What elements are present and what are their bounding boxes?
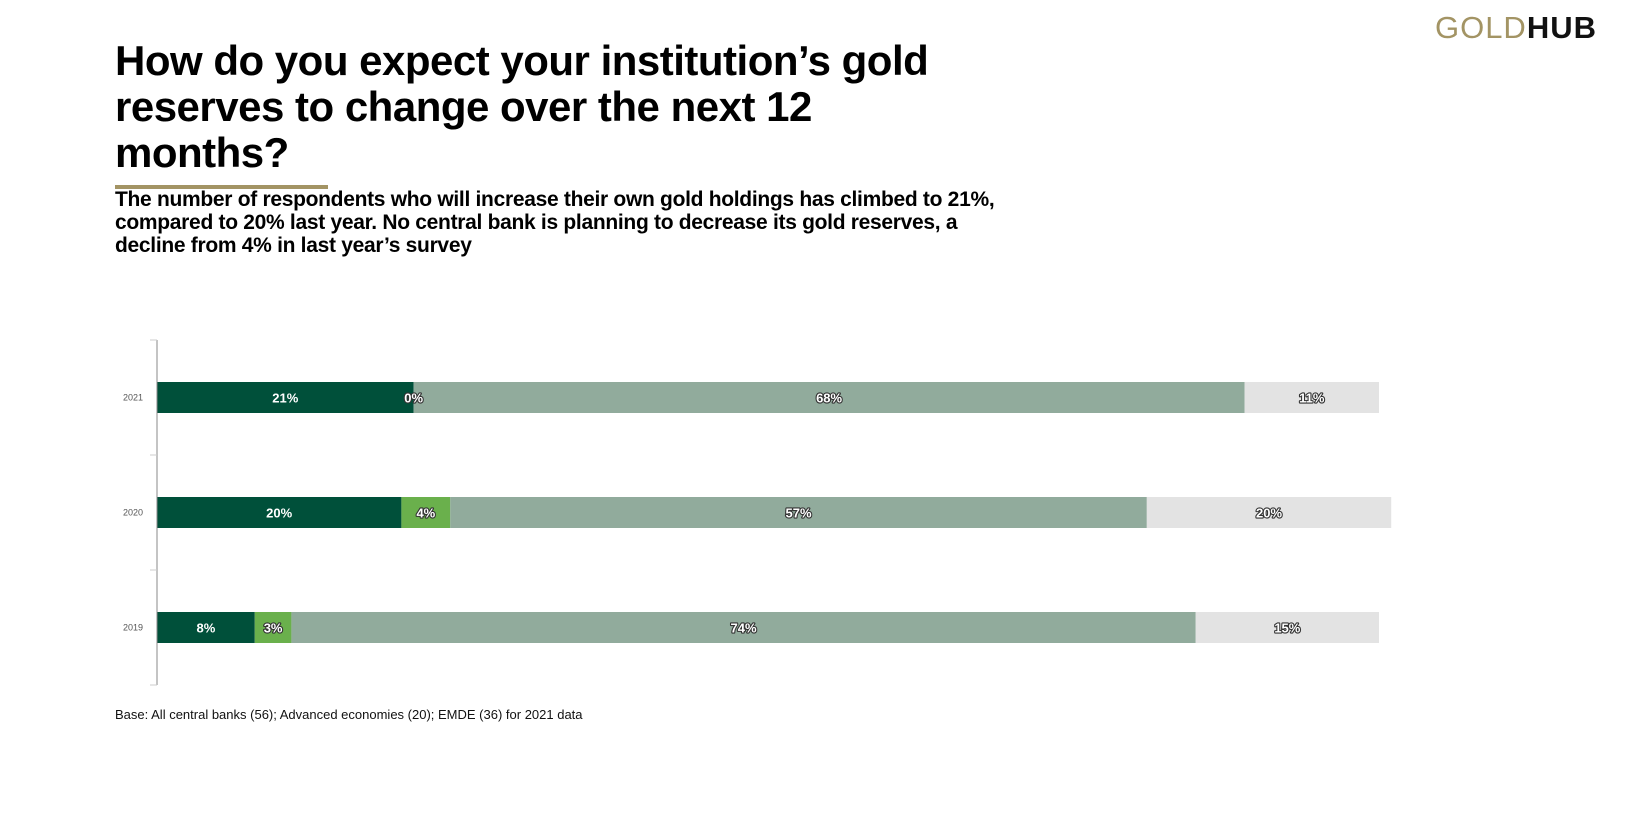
category-label-2020: 2020 [123,508,143,518]
bar-segments [157,382,1392,643]
bar-segment-2021-3 [413,382,1245,413]
bar-segment-2019-1 [157,612,255,643]
data-label-2021-4: 11% [1299,391,1325,406]
data-label-2019-4: 15% [1274,621,1300,636]
bar-segment-2019-4 [1195,612,1379,643]
y-axis [150,339,158,686]
data-label-2019-1: 8% [196,621,215,636]
bar-segment-2020-2 [401,497,451,528]
data-label-2020-4: 20% [1256,506,1282,521]
data-label-2019-3: 74% [731,621,757,636]
goldhub-logo[interactable]: GOLDHUB [1435,8,1597,48]
category-labels: 2021 2020 2019 [123,393,143,633]
bar-segment-2019-2 [254,612,292,643]
data-label-2020-3: 57% [786,506,812,521]
chart-footnote: Base: All central banks (56); Advanced e… [115,707,583,722]
data-label-2019-2: 3% [264,621,283,636]
title-accent-rule [115,185,328,189]
segment-labels: 21% 0% 68% 11% 20% 4% 57% 20% 8% 3% 74% 15% [196,389,1325,636]
data-label-2020-2: 4% [416,506,435,521]
chart-subtitle: The number of respondents who will incre… [115,188,995,257]
data-label-2021-3: 68% [816,391,842,406]
data-label-2021-1: 21% [272,391,298,406]
chart-title: How do you expect your institution’s gol… [115,37,929,176]
bar-segment-2021-4 [1244,382,1379,413]
data-label-2020-1: 20% [266,506,292,521]
data-label-2021-2: 0% [404,391,423,406]
logo-hub-text: HUB [1526,10,1597,45]
bar-segment-2020-4 [1146,497,1392,528]
logo-gold-text: GOLD [1434,10,1527,45]
bar-segment-2019-3 [291,612,1196,643]
category-label-2019: 2019 [123,623,143,633]
bar-segment-2021-1 [157,382,414,413]
bar-segment-2020-3 [450,497,1147,528]
bar-segment-2020-1 [157,497,402,528]
category-label-2021: 2021 [123,393,143,403]
